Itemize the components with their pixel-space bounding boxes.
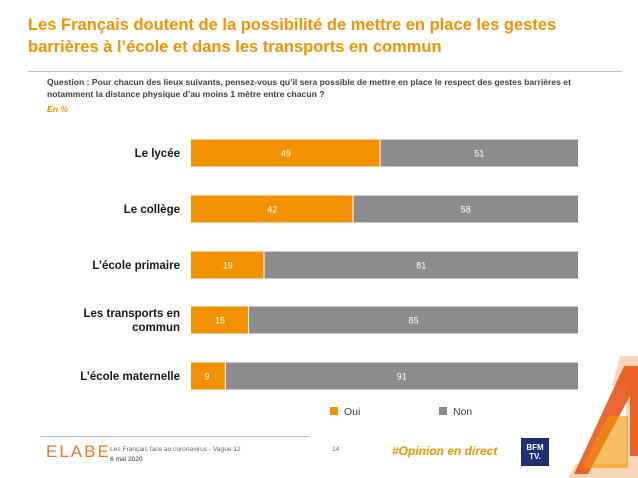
- category-label: Le collège: [124, 204, 180, 216]
- unit-label: En %: [47, 104, 69, 114]
- bar-oui: [191, 362, 225, 390]
- legend-item-non: Non: [439, 406, 472, 418]
- bar-non: [225, 362, 578, 390]
- footer-divider: [40, 436, 310, 437]
- legend-label-oui: Oui: [344, 406, 361, 418]
- data-label: 91: [397, 372, 407, 382]
- decorative-a-logo: [568, 356, 638, 478]
- legend-label-non: Non: [453, 406, 473, 418]
- stacked-bar-chart: Le lycée 49 51 Le collège 42 58 L’école primai…: [80, 139, 579, 390]
- elabe-logo: ELABE: [46, 442, 111, 461]
- bfm-tv-logo: BFM TV.: [521, 438, 549, 466]
- chart-title: Les Français doutent de la possibilité d…: [28, 16, 557, 56]
- category-label: Les transports en commun: [84, 308, 181, 334]
- data-label: 15: [215, 316, 225, 326]
- divider: [28, 71, 622, 72]
- category-label-line: L’école primaire: [92, 260, 180, 272]
- data-label: 85: [409, 316, 419, 326]
- data-label: 58: [461, 205, 471, 215]
- footer-source: Les Français face au coronavirus - Vague…: [110, 446, 241, 453]
- bar-oui: [191, 139, 380, 167]
- data-label: 19: [223, 261, 233, 271]
- category-label: Le lycée: [135, 148, 180, 160]
- bar-non: [264, 251, 578, 279]
- legend-item-oui: Oui: [330, 406, 360, 418]
- bar-oui: [191, 306, 249, 334]
- bar-oui: [191, 251, 264, 279]
- category-label: L’école primaire: [92, 260, 180, 272]
- data-label: 49: [281, 149, 291, 159]
- survey-question: Question : Pour chacun des lieux suivant…: [47, 77, 571, 99]
- hashtag: #Opinion en direct: [392, 444, 498, 458]
- bar-non: [249, 306, 579, 334]
- legend-swatch-non: [439, 407, 447, 415]
- page-number: 14: [332, 446, 340, 453]
- data-label: 81: [416, 261, 426, 271]
- category-label-line: Le collège: [124, 204, 180, 216]
- category-label-line: L’école maternelle: [80, 371, 180, 383]
- category-label: L’école maternelle: [80, 371, 180, 383]
- data-label: 51: [474, 149, 484, 159]
- bar-non: [380, 139, 578, 167]
- category-label-line: Le lycée: [135, 148, 180, 160]
- category-label-line: Les transports en: [84, 308, 181, 320]
- data-label: 42: [267, 205, 277, 215]
- data-label: 9: [204, 372, 209, 382]
- category-label-line: commun: [132, 322, 180, 334]
- bar-oui: [191, 195, 353, 223]
- bar-non: [353, 195, 578, 223]
- legend-swatch-oui: [330, 407, 338, 415]
- footer-date: 6 mai 2020: [110, 456, 143, 463]
